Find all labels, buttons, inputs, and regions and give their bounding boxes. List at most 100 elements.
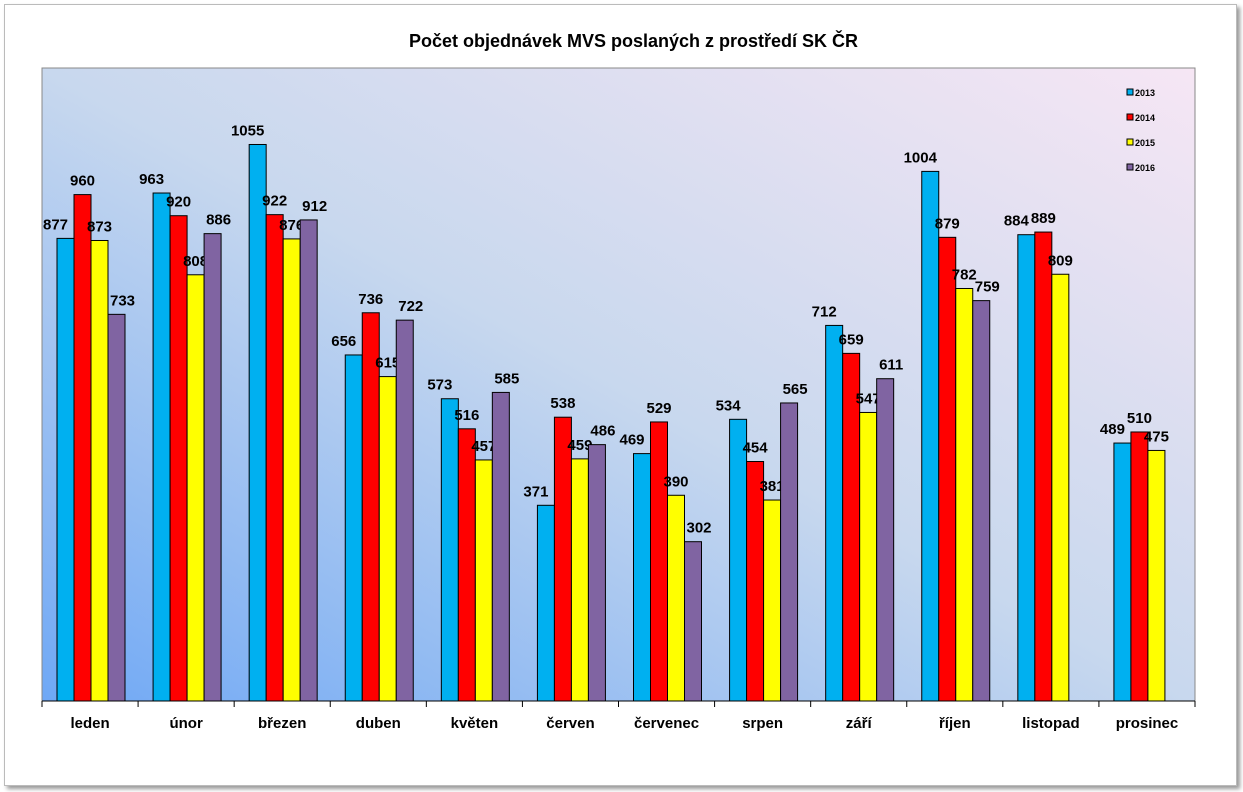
plot-area <box>41 67 1196 702</box>
data-label: 611 <box>879 357 903 374</box>
bar-2016 <box>203 233 222 702</box>
data-label: 920 <box>166 194 191 211</box>
bar-2015 <box>1051 273 1070 702</box>
data-label: 469 <box>619 432 644 449</box>
x-tick-label: červenec <box>634 715 699 732</box>
data-label: 808 <box>183 253 208 270</box>
bar-2014 <box>73 194 92 702</box>
data-label: 475 <box>1144 428 1169 445</box>
bar-2016 <box>491 391 510 702</box>
bar-2013 <box>1113 442 1132 702</box>
data-label: 516 <box>454 407 479 424</box>
bar-2015 <box>570 458 589 702</box>
data-label: 722 <box>398 298 423 315</box>
data-label: 873 <box>87 218 112 235</box>
bar-2014 <box>553 416 572 702</box>
data-label: 922 <box>262 193 287 210</box>
data-label: 381 <box>760 478 785 495</box>
bar-2014 <box>169 215 188 702</box>
data-label: 390 <box>663 473 688 490</box>
x-tick-label: červen <box>546 715 594 732</box>
data-label: 889 <box>1031 210 1056 227</box>
x-tick-label: srpen <box>742 715 783 732</box>
data-label: 547 <box>856 390 881 407</box>
x-tick-label: duben <box>356 715 401 732</box>
data-label: 1055 <box>231 122 264 139</box>
data-label: 960 <box>70 173 95 190</box>
data-label: 302 <box>686 520 711 537</box>
bar-2016 <box>395 319 414 702</box>
data-label: 573 <box>427 377 452 394</box>
legend-label: 2016 <box>1135 163 1155 173</box>
bar-2016 <box>299 219 318 702</box>
data-label: 371 <box>523 483 548 500</box>
bar-2016 <box>587 444 606 702</box>
bar-2013 <box>633 453 651 702</box>
data-label: 486 <box>590 423 615 440</box>
data-label: 733 <box>110 292 135 309</box>
bar-2016 <box>780 402 799 702</box>
bar-2014 <box>938 236 957 702</box>
bar-2016 <box>107 313 126 702</box>
data-label: 877 <box>43 216 68 233</box>
data-label: 565 <box>783 381 808 398</box>
legend-swatch-2015 <box>1126 138 1134 146</box>
data-label: 489 <box>1100 421 1125 438</box>
legend-swatch-2016 <box>1126 163 1134 171</box>
bar-2013 <box>56 237 75 702</box>
data-label: 963 <box>139 171 164 188</box>
bar-2013 <box>1017 234 1036 702</box>
bar-2014 <box>1130 431 1149 702</box>
chart-frame: DEMO VERSION Počet objednávek MVS poslan… <box>4 4 1237 786</box>
bar-2015 <box>859 411 878 702</box>
x-tick-label: září <box>846 715 873 732</box>
bar-chart: Počet objednávek MVS poslaných z prostře… <box>41 30 1196 732</box>
bar-2014 <box>457 428 476 702</box>
bar-2013 <box>921 170 940 702</box>
bar-2015 <box>1147 449 1166 702</box>
data-label: 659 <box>839 331 864 348</box>
bar-2013 <box>440 398 459 702</box>
legend-swatch-2014 <box>1126 113 1134 121</box>
data-label: 1004 <box>904 149 938 166</box>
bar-2016 <box>972 300 991 702</box>
bar-2014 <box>265 214 284 702</box>
bar-2015 <box>282 238 301 702</box>
x-tick-label: leden <box>70 715 109 732</box>
data-label: 534 <box>716 397 742 414</box>
bar-2016 <box>684 541 702 702</box>
x-tick-label: květen <box>451 715 499 732</box>
bar-2013 <box>152 192 171 702</box>
x-tick-label: listopad <box>1022 715 1080 732</box>
data-label: 615 <box>375 355 400 372</box>
data-label: 529 <box>646 400 671 417</box>
bar-2013 <box>825 324 844 702</box>
data-label: 809 <box>1048 252 1073 269</box>
legend-label: 2014 <box>1135 113 1155 123</box>
chart-title: Počet objednávek MVS poslaných z prostře… <box>409 30 858 51</box>
legend-label: 2015 <box>1135 138 1155 148</box>
data-label: 912 <box>302 198 327 215</box>
data-label: 782 <box>952 266 977 283</box>
legend-label: 2013 <box>1135 88 1155 98</box>
data-label: 879 <box>935 215 960 232</box>
bar-2013 <box>344 354 363 702</box>
bar-2015 <box>763 499 782 702</box>
x-tick-label: prosinec <box>1116 715 1179 732</box>
x-tick-label: únor <box>169 715 202 732</box>
bar-2016 <box>876 378 895 702</box>
data-label: 712 <box>812 303 837 320</box>
bar-2015 <box>378 376 397 702</box>
bar-2015 <box>186 274 205 702</box>
data-label: 656 <box>331 333 356 350</box>
bar-2013 <box>248 143 267 702</box>
bar-2014 <box>650 421 668 702</box>
x-tick-label: březen <box>258 715 306 732</box>
bar-2013 <box>729 418 748 702</box>
data-label: 886 <box>206 212 231 229</box>
legend-swatch-2013 <box>1126 88 1134 96</box>
data-label: 884 <box>1004 213 1030 230</box>
data-label: 759 <box>975 279 1000 296</box>
data-label: 454 <box>743 440 769 457</box>
data-label: 538 <box>550 395 575 412</box>
